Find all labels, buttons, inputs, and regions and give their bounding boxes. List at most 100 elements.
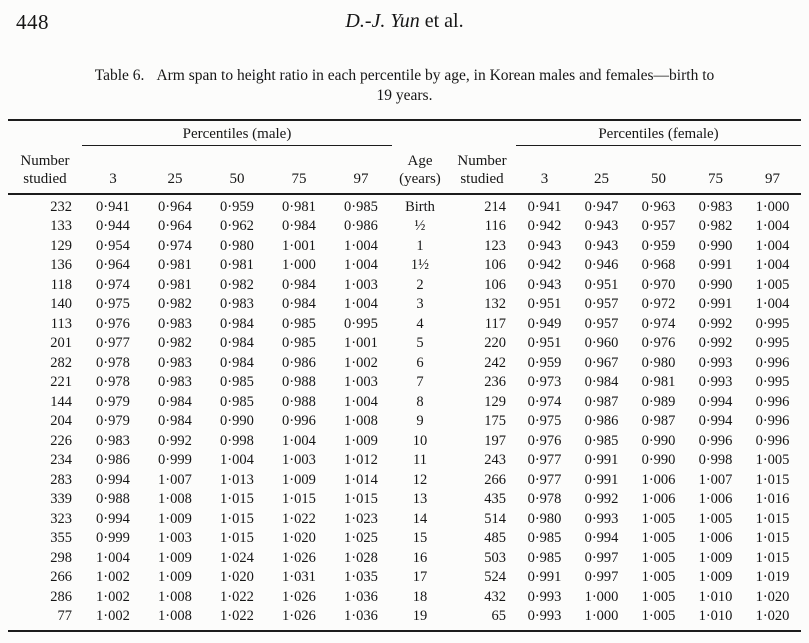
cell-number-studied-male: 204 [50,413,72,429]
cell-percentile-female: 0·984 [584,374,619,390]
cell-percentile-female: 0·978 [527,491,562,507]
col-header-age-line1: Age [407,152,433,169]
cell-percentile-male: 0·944 [96,218,130,234]
cell-percentile-female: 0·951 [527,335,562,351]
spacer-cell [448,120,516,146]
cell-percentile-male: 1·026 [282,608,316,624]
cell-number-studied-male: 221 [50,374,72,390]
table-row: 234 0·986 0·999 1·004 1·003 1·012 11 243 0·977 0·… [8,451,801,471]
table-row: 323 0·994 1·009 1·015 1·022 1·023 14 514 0·980 0·… [8,510,801,530]
cell-number-studied-male: 226 [50,432,72,449]
cell-percentile-male: 0·995 [344,315,378,332]
table-row: 201 0·977 0·982 0·984 0·985 1·001 5 220 0·951 0·9… [8,334,801,354]
cell-percentile-male: 1·031 [282,569,316,585]
cell-number-studied-female: 106 [484,257,506,273]
cell-percentile-male: 1·008 [158,491,192,507]
cell-age: 14 [412,510,428,527]
cell-percentile-male: 1·003 [344,276,378,293]
cell-percentile-female: 0·942 [527,218,562,234]
cell-percentile-male: 1·002 [344,354,378,371]
cell-percentile-female: 1·000 [584,588,619,605]
cell-percentile-female: 0·946 [584,257,619,273]
cell-percentile-male: 1·022 [220,608,254,624]
cell-age: 15 [412,530,428,546]
cell-percentile-male: 0·984 [220,354,254,371]
cell-percentile-female: 0·967 [584,354,619,371]
cell-percentile-female: 0·963 [641,198,676,215]
cell-number-studied-female: 175 [484,413,506,429]
cell-percentile-male: 0·988 [282,374,316,390]
cell-percentile-male: 0·984 [158,393,192,410]
cell-percentile-male: 0·978 [96,354,130,371]
cell-percentile-female: 1·005 [755,276,790,293]
cell-percentile-female: 0·957 [641,218,676,234]
table-row: 298 1·004 1·009 1·024 1·026 1·028 16 503 0·985 0·… [8,549,801,569]
cell-number-studied-female: 220 [484,335,506,351]
cell-percentile-male: 0·984 [220,315,254,332]
cell-percentile-male: 1·015 [282,491,316,507]
cell-percentile-male: 0·983 [96,432,130,449]
table-caption-line1: Table 6. Arm span to height ratio in each… [0,66,809,86]
cell-percentile-male: 0·996 [282,413,316,429]
cell-percentile-male: 0·984 [220,335,254,351]
table-row: 204 0·979 0·984 0·990 0·996 1·008 9 175 0·975 0·9… [8,412,801,432]
cell-percentile-male: 0·954 [96,237,130,254]
cell-percentile-male: 0·992 [158,432,192,449]
group-header-male: Percentiles (male) [81,120,392,146]
cell-percentile-female: 0·942 [527,257,562,273]
cell-percentile-male: 1·036 [344,588,378,605]
cell-percentile-female: 0·973 [527,374,562,390]
cell-number-studied-male: 144 [50,393,72,410]
cell-percentile-male: 0·981 [282,198,316,215]
cell-percentile-female: 0·991 [527,569,562,585]
col-header-age: Age (years) [391,145,448,195]
cell-age: 11 [413,452,427,468]
cell-number-studied-female: 242 [484,354,506,371]
cell-percentile-male: 1·020 [282,530,316,546]
table-row: 339 0·988 1·008 1·015 1·015 1·015 13 435 0·978 0·… [8,490,801,510]
cell-percentile-male: 1·004 [344,237,378,254]
cell-number-studied-female: 243 [484,452,506,468]
cell-percentile-female: 0·943 [527,237,562,254]
cell-percentile-male: 1·009 [282,471,316,488]
cell-age: 3 [416,296,424,312]
cell-percentile-female: 0·980 [641,354,676,371]
cell-percentile-male: 1·012 [344,452,378,468]
cell-age: 10 [412,432,428,449]
table-row: 136 0·964 0·981 0·981 1·000 1·004 1½ 106 0·942 0·… [8,256,801,276]
cell-percentile-male: 1·002 [96,569,130,585]
cell-percentile-female: 1·015 [755,549,790,566]
cell-percentile-male: 0·985 [282,315,316,332]
cell-percentile-female: 0·977 [527,452,562,468]
cell-number-studied-female: 197 [484,432,506,449]
cell-percentile-male: 1·008 [344,413,378,429]
cell-number-studied-female: 266 [484,471,506,488]
cell-number-studied-male: 201 [50,335,72,351]
cell-percentile-female: 1·015 [755,471,790,488]
cell-percentile-female: 0·993 [698,354,733,371]
col-header-number-studied-male: Number studied [7,145,82,195]
cell-percentile-male: 1·026 [282,588,316,605]
cell-percentile-male: 1·003 [344,374,378,390]
cell-percentile-female: 1·000 [755,198,790,215]
table-row: 133 0·944 0·964 0·962 0·984 0·986 ½ 116 0·942 0·9… [8,217,801,237]
cell-age: 16 [412,549,428,566]
cell-percentile-female: 1·006 [641,491,676,507]
cell-percentile-female: 0·949 [527,315,562,332]
cell-percentile-male: 0·980 [220,237,254,254]
cell-percentile-female: 0·996 [755,354,790,371]
cell-percentile-female: 1·015 [755,530,790,546]
cell-percentile-female: 1·009 [698,569,733,585]
cell-percentile-male: 0·988 [282,393,316,410]
cell-percentile-female: 0·951 [527,296,562,312]
table-row: 226 0·983 0·992 0·998 1·004 1·009 10 197 0·976 0·… [8,432,801,452]
cell-percentile-male: 1·015 [220,530,254,546]
cell-percentile-female: 1·020 [755,608,790,624]
cell-percentile-male: 1·002 [96,608,130,624]
col-header-female-p75: 75 [686,145,744,195]
cell-percentile-female: 1·019 [755,569,790,585]
cell-percentile-female: 0·983 [698,198,733,215]
cell-number-studied-male: 133 [50,218,72,234]
cell-percentile-male: 0·974 [158,237,192,254]
cell-percentile-male: 1·004 [344,257,378,273]
